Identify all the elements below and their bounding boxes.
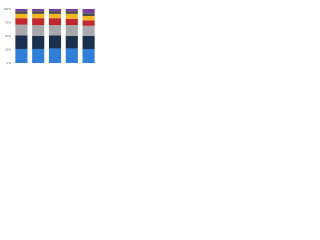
bar-segment <box>32 18 45 26</box>
chart: 0% 25% 50% 75% 100% <box>3 7 97 65</box>
bar-segment <box>82 25 95 36</box>
bar-segment <box>15 13 28 19</box>
bar-segment <box>32 48 45 63</box>
bar-segment <box>65 9 78 12</box>
bar-segment <box>32 36 45 49</box>
bar-segment <box>65 36 78 49</box>
bar-segment <box>65 48 78 63</box>
bar-segment <box>48 25 62 36</box>
y-tick-label: 0% <box>7 61 12 65</box>
bar-segment <box>15 24 28 36</box>
bar-segment <box>15 11 28 14</box>
bar-segment <box>15 35 28 49</box>
bar-segment <box>65 11 78 14</box>
bar-segment <box>48 11 62 14</box>
page: {"chart_data": {"type": "stacked-bar", "… <box>0 0 320 71</box>
bar-segment <box>82 20 95 26</box>
bar-segment <box>82 36 95 49</box>
bar-segment <box>32 25 45 36</box>
bar-segment <box>15 18 28 25</box>
bar-segment <box>65 25 78 36</box>
y-tick-label: 25% <box>5 47 11 51</box>
bar-segment <box>82 16 95 21</box>
bar-segment <box>32 11 45 14</box>
bar-segment <box>32 13 45 19</box>
y-tick-label: 50% <box>5 34 11 38</box>
y-tick-label: 100% <box>3 7 11 11</box>
bar-segment <box>32 9 45 12</box>
bar-segment <box>15 9 28 12</box>
bar-segment <box>82 13 95 17</box>
bar-segment <box>82 9 95 14</box>
bar-segment <box>82 48 95 63</box>
y-tick-label: 75% <box>5 20 11 24</box>
bar-segment <box>48 9 62 12</box>
bar-segment <box>15 48 28 63</box>
bar-segment <box>48 13 62 19</box>
bar-segment <box>65 13 78 19</box>
bar-segment <box>65 18 78 26</box>
bar-segment <box>48 18 62 26</box>
bar-segment <box>48 35 62 49</box>
bar-segment <box>48 48 62 63</box>
